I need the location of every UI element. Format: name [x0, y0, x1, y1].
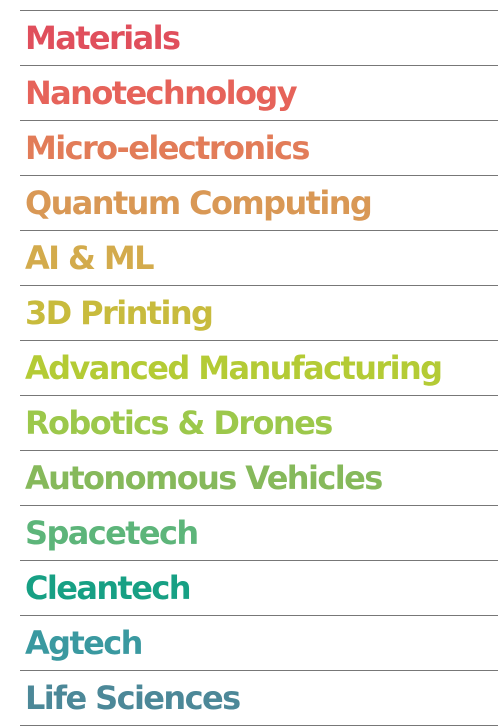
topic-row: Micro-electronics [20, 120, 498, 175]
topic-row: Autonomous Vehicles [20, 450, 498, 505]
topic-label: Autonomous Vehicles [25, 459, 383, 497]
topic-row: 3D Printing [20, 285, 498, 340]
topic-row: Life Sciences [20, 670, 498, 726]
topic-row: Cleantech [20, 560, 498, 615]
topic-label: Agtech [25, 624, 143, 662]
topic-label: AI & ML [25, 239, 155, 277]
topic-label: 3D Printing [25, 294, 214, 332]
topic-row: Quantum Computing [20, 175, 498, 230]
topic-label: Advanced Manufacturing [25, 349, 443, 387]
topic-row: Spacetech [20, 505, 498, 560]
topic-row: Materials [20, 10, 498, 65]
topic-list: Materials Nanotechnology Micro-electronics… [20, 10, 498, 726]
topic-row: Robotics & Drones [20, 395, 498, 450]
topic-label: Micro-electronics [25, 129, 310, 167]
topic-row: Agtech [20, 615, 498, 670]
topic-label: Life Sciences [25, 679, 241, 717]
topic-label: Cleantech [25, 569, 191, 607]
topic-label: Spacetech [25, 514, 199, 552]
topic-row: Nanotechnology [20, 65, 498, 120]
topic-label: Quantum Computing [25, 184, 373, 222]
topic-row: AI & ML [20, 230, 498, 285]
topic-row: Advanced Manufacturing [20, 340, 498, 395]
topic-label: Nanotechnology [25, 74, 298, 112]
topic-label: Materials [25, 19, 181, 57]
topic-label: Robotics & Drones [25, 404, 333, 442]
